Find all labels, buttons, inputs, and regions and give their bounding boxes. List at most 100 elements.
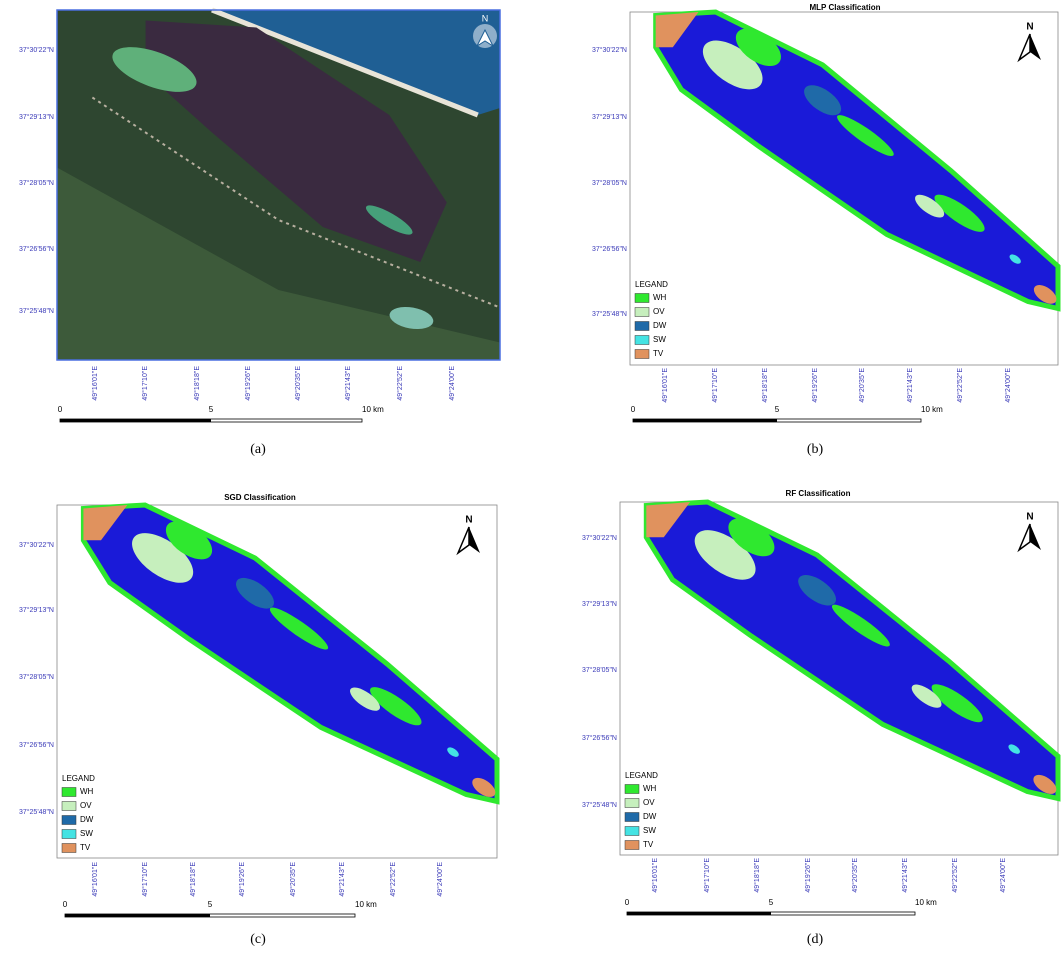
scale-bar: [633, 419, 777, 422]
longitude-label: 49°18'18"E: [189, 862, 197, 897]
legend-label: WH: [80, 787, 94, 796]
legend-title: LEGAND: [62, 774, 95, 783]
latitude-label: 37°26'56"N: [19, 741, 54, 749]
latitude-label: 37°30'22"N: [592, 46, 627, 54]
north-label: N: [1026, 512, 1033, 523]
figure: N 37°30'22"N 37°29'13"N 37°28'05"N 37°26'56"…: [0, 0, 1061, 956]
latitude-label: 37°28'05"N: [19, 179, 54, 187]
longitude-label: 49°22'52"E: [396, 366, 404, 401]
longitude-label: 49°16'01"E: [91, 366, 99, 401]
latitude-label: 37°28'05"N: [19, 673, 54, 681]
legend-swatch: [625, 785, 639, 794]
longitude-label: 49°22'52"E: [956, 368, 964, 403]
legend-label: SW: [643, 826, 656, 835]
latitude-label: 37°25'48"N: [19, 307, 54, 315]
longitude-label: 49°24'00"E: [999, 858, 1007, 893]
scale-label: 10 km: [362, 405, 384, 414]
latitude-label: 37°28'05"N: [582, 666, 617, 674]
longitude-label: 49°21'43"E: [338, 862, 346, 897]
longitude-label: 49°17'10"E: [141, 366, 149, 401]
legend-label: DW: [80, 815, 94, 824]
longitude-label: 49°24'00"E: [436, 862, 444, 897]
longitude-label: 49°18'18"E: [193, 366, 201, 401]
latitude-label: 37°26'56"N: [582, 734, 617, 742]
legend-title: LEGAND: [635, 280, 668, 289]
longitude-label: 49°20'35"E: [851, 858, 859, 893]
legend-label: TV: [653, 349, 664, 358]
panel-caption: (b): [807, 442, 824, 457]
scale-label: 5: [775, 405, 780, 414]
scale-label: 0: [58, 405, 63, 414]
longitude-label: 49°19'26"E: [244, 366, 252, 401]
longitude-label: 49°21'43"E: [906, 368, 914, 403]
legend-label: OV: [653, 307, 665, 316]
longitude-label: 49°16'01"E: [661, 368, 669, 403]
latitude-label: 37°26'56"N: [19, 245, 54, 253]
longitude-label: 49°17'10"E: [141, 862, 149, 897]
panel-caption: (a): [250, 442, 266, 457]
longitude-label: 49°18'18"E: [761, 368, 769, 403]
longitude-label: 49°24'00"E: [448, 366, 456, 401]
legend-swatch: [62, 816, 76, 825]
latitude-label: 37°30'22"N: [19, 46, 54, 54]
latitude-label: 37°30'22"N: [19, 541, 54, 549]
longitude-label: 49°20'35"E: [289, 862, 297, 897]
latitude-label: 37°28'05"N: [592, 179, 627, 187]
latitude-label: 37°25'48"N: [19, 808, 54, 816]
longitude-label: 49°19'26"E: [811, 368, 819, 403]
legend-label: WH: [653, 293, 667, 302]
legend-swatch: [635, 322, 649, 331]
scale-label: 5: [769, 898, 774, 907]
longitude-label: 49°16'01"E: [91, 862, 99, 897]
legend-label: TV: [643, 840, 654, 849]
legend-label: DW: [653, 321, 667, 330]
legend-swatch: [62, 788, 76, 797]
longitude-label: 49°21'43"E: [901, 858, 909, 893]
legend-swatch: [625, 841, 639, 850]
scale-label: 0: [625, 898, 630, 907]
legend-swatch: [625, 813, 639, 822]
legend-swatch: [625, 799, 639, 808]
scale-bar: [627, 912, 771, 915]
scale-label: 0: [631, 405, 636, 414]
legend-swatch: [625, 827, 639, 836]
longitude-label: 49°21'43"E: [344, 366, 352, 401]
panel-title: RF Classification: [786, 489, 851, 498]
legend-label: DW: [643, 812, 657, 821]
legend-swatch: [62, 830, 76, 839]
legend-label: WH: [643, 784, 657, 793]
scale-bar: [60, 419, 211, 422]
scale-label: 10 km: [355, 900, 377, 909]
north-label: N: [482, 13, 489, 23]
longitude-label: 49°19'26"E: [238, 862, 246, 897]
legend-label: SW: [80, 829, 93, 838]
longitude-label: 49°16'01"E: [651, 858, 659, 893]
longitude-label: 49°20'35"E: [294, 366, 302, 401]
legend-swatch: [635, 336, 649, 345]
legend-swatch: [635, 350, 649, 359]
longitude-label: 49°24'00"E: [1004, 368, 1012, 403]
scale-label: 10 km: [921, 405, 943, 414]
north-label: N: [465, 515, 472, 526]
latitude-label: 37°26'56"N: [592, 245, 627, 253]
legend-swatch: [635, 308, 649, 317]
longitude-label: 49°19'26"E: [804, 858, 812, 893]
legend-title: LEGAND: [625, 771, 658, 780]
north-label: N: [1026, 22, 1033, 33]
legend-label: OV: [80, 801, 92, 810]
panel-caption: (d): [807, 932, 824, 947]
latitude-label: 37°29'13"N: [19, 113, 54, 121]
latitude-label: 37°29'13"N: [582, 600, 617, 608]
scale-label: 5: [209, 405, 214, 414]
latitude-label: 37°25'48"N: [582, 801, 617, 809]
scale-bar: [65, 914, 210, 917]
latitude-label: 37°29'13"N: [592, 113, 627, 121]
legend-swatch: [635, 294, 649, 303]
scale-label: 10 km: [915, 898, 937, 907]
longitude-label: 49°17'10"E: [703, 858, 711, 893]
scale-label: 0: [63, 900, 68, 909]
legend-swatch: [62, 802, 76, 811]
longitude-label: 49°18'18"E: [753, 858, 761, 893]
latitude-label: 37°30'22"N: [582, 534, 617, 542]
legend-label: TV: [80, 843, 91, 852]
